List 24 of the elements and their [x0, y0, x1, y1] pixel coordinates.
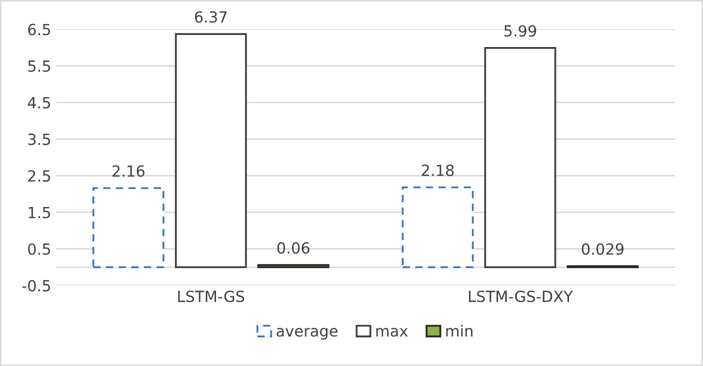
bar [92, 187, 164, 268]
legend-label: average [276, 328, 338, 340]
data-label: 0.029 [582, 243, 624, 255]
y-tick-label: 6.5 [28, 24, 50, 36]
y-tick-label: 3.5 [28, 134, 50, 146]
data-label: 0.06 [277, 242, 310, 254]
x-tick-label: LSTM-GS-DXY [469, 290, 573, 302]
y-tick-label: 2.5 [28, 170, 50, 182]
bar [257, 264, 330, 268]
data-label: 2.16 [112, 165, 144, 177]
legend-label: min [446, 324, 472, 336]
x-tick-label: LSTM-GS [178, 290, 244, 302]
bar [174, 33, 247, 268]
y-tick-label: 4.5 [28, 97, 50, 108]
y-tick-label: 0.5 [28, 243, 50, 255]
y-tick-label: -0.5 [22, 280, 50, 292]
y-tick-label: 5.5 [28, 60, 50, 72]
data-label: 2.18 [422, 164, 454, 176]
legend-label: max [376, 328, 408, 337]
y-tick-label: 1.5 [28, 206, 50, 218]
bar [402, 186, 474, 268]
bar [484, 47, 556, 268]
data-label: 5.99 [504, 25, 536, 37]
data-label: 6.37 [194, 11, 227, 23]
